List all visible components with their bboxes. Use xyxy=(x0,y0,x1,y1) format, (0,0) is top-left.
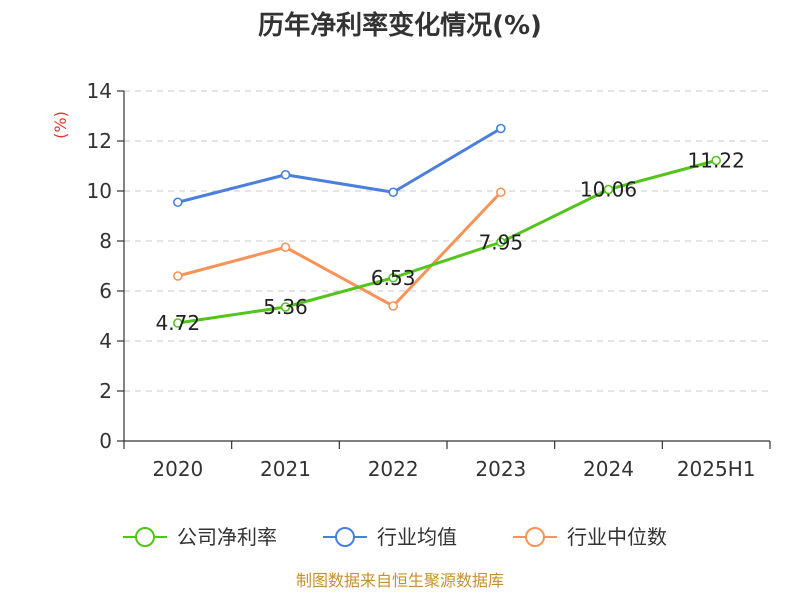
legend-label: 行业中位数 xyxy=(567,525,667,549)
legend-marker xyxy=(335,527,355,547)
series-line xyxy=(177,127,502,204)
series-line xyxy=(177,159,717,325)
legend: 公司净利率 行业均值 行业中位数 xyxy=(123,525,667,549)
series-line xyxy=(177,191,502,308)
y-tick-label: 8 xyxy=(99,229,112,253)
series-layer xyxy=(173,123,721,328)
x-tick-label: 2021 xyxy=(260,457,311,481)
x-tick-label: 2024 xyxy=(583,457,634,481)
data-label: 10.06 xyxy=(580,178,637,202)
x-tick-label: 2025H1 xyxy=(677,457,756,481)
data-point xyxy=(173,318,183,328)
y-tick-label: 12 xyxy=(87,129,112,153)
data-label: 11.22 xyxy=(688,149,745,173)
y-axis-unit: (%) xyxy=(51,111,70,139)
data-labels: 4.72 5.36 6.53 7.95 10.06 11.22 xyxy=(156,149,745,336)
gridlines xyxy=(124,90,770,392)
x-tick-label: 2023 xyxy=(475,457,526,481)
data-point xyxy=(711,155,721,166)
y-tick-label: 6 xyxy=(99,279,112,303)
data-point xyxy=(280,242,291,253)
legend-marker xyxy=(525,527,545,547)
data-point xyxy=(388,187,398,198)
data-point xyxy=(603,184,614,195)
legend-marker xyxy=(135,527,155,547)
source-footer: 制图数据来自恒生聚源数据库 xyxy=(296,571,504,590)
x-tick-label: 2022 xyxy=(368,457,419,481)
data-point xyxy=(280,302,291,312)
data-point xyxy=(280,169,291,180)
x-tick-label: 2020 xyxy=(152,457,203,481)
data-point xyxy=(496,187,506,198)
data-point xyxy=(173,197,183,208)
data-label: 7.95 xyxy=(479,230,524,254)
y-tick-label: 14 xyxy=(87,79,112,103)
chart-title: 历年净利率变化情况(%) xyxy=(258,10,542,41)
data-label: 5.36 xyxy=(263,295,308,319)
y-tick-label: 4 xyxy=(99,329,112,353)
legend-label: 公司净利率 xyxy=(177,525,277,549)
data-point xyxy=(496,123,506,134)
data-point xyxy=(173,271,183,281)
data-label: 4.72 xyxy=(156,311,201,335)
legend-label: 行业均值 xyxy=(377,525,457,549)
y-tick-label: 10 xyxy=(87,179,112,203)
axes: 0 2 4 6 8 10 12 14 2020 2021 2022 2023 2024 2025H1 xyxy=(87,79,771,481)
data-point xyxy=(388,272,398,283)
y-tick-label: 2 xyxy=(99,379,112,403)
data-point xyxy=(388,301,398,311)
data-point xyxy=(496,237,506,248)
data-label: 6.53 xyxy=(371,266,416,290)
y-tick-label: 0 xyxy=(99,429,112,453)
